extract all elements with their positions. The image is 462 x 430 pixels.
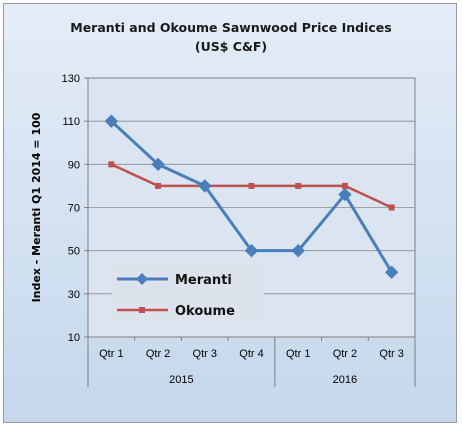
y-axis-title: Index - Meranti Q1 2014 = 100 bbox=[30, 112, 43, 302]
group-label: 2016 bbox=[333, 374, 357, 386]
data-point-meranti bbox=[338, 187, 352, 202]
y-tick-label: 130 bbox=[62, 73, 80, 85]
chart-frame: Meranti and Okoume Sawnwood Price Indice… bbox=[3, 3, 457, 423]
data-point-okoume bbox=[248, 182, 255, 189]
data-point-okoume bbox=[295, 182, 302, 189]
group-label: 2015 bbox=[169, 374, 193, 386]
legend-box bbox=[111, 265, 264, 325]
data-point-meranti bbox=[151, 157, 165, 172]
legend-marker bbox=[139, 307, 145, 313]
line-chart: 10 30 50 70 90 110 130 Qtr 1 Qtr 2 Qtr 3 Qtr 4 Qtr … bbox=[30, 73, 416, 387]
x-tick-label: Qtr 4 bbox=[239, 348, 263, 360]
legend-label: Meranti bbox=[175, 273, 232, 288]
y-tick-label: 110 bbox=[62, 116, 80, 128]
chart-title: Meranti and Okoume Sawnwood Price Indice… bbox=[70, 20, 392, 35]
y-tick-label: 50 bbox=[68, 246, 80, 258]
x-tick-label: Qtr 2 bbox=[146, 348, 170, 360]
data-point-meranti bbox=[198, 179, 212, 193]
x-tick-label: Qtr 3 bbox=[193, 348, 217, 360]
y-tick-label: 90 bbox=[68, 159, 80, 171]
y-tick-label: 30 bbox=[68, 289, 80, 301]
data-point-okoume bbox=[108, 161, 115, 168]
data-point-okoume bbox=[155, 182, 162, 189]
data-point-meranti bbox=[384, 265, 399, 279]
data-point-meranti bbox=[104, 114, 119, 128]
x-tick-label: Qtr 3 bbox=[379, 348, 403, 360]
y-tick-label: 10 bbox=[68, 332, 80, 344]
data-point-meranti bbox=[291, 243, 305, 258]
legend-marker bbox=[136, 273, 148, 285]
legend-label: Okoume bbox=[175, 304, 235, 319]
x-tick-label: Qtr 2 bbox=[333, 348, 357, 360]
chart-subtitle: (US$ C&F) bbox=[194, 39, 268, 54]
data-point-okoume bbox=[388, 204, 395, 211]
y-tick-label: 70 bbox=[68, 203, 80, 215]
x-tick-label: Qtr 1 bbox=[99, 348, 123, 360]
x-tick-label: Qtr 1 bbox=[286, 348, 310, 360]
data-point-okoume bbox=[341, 182, 348, 189]
data-point-meranti bbox=[244, 243, 259, 258]
